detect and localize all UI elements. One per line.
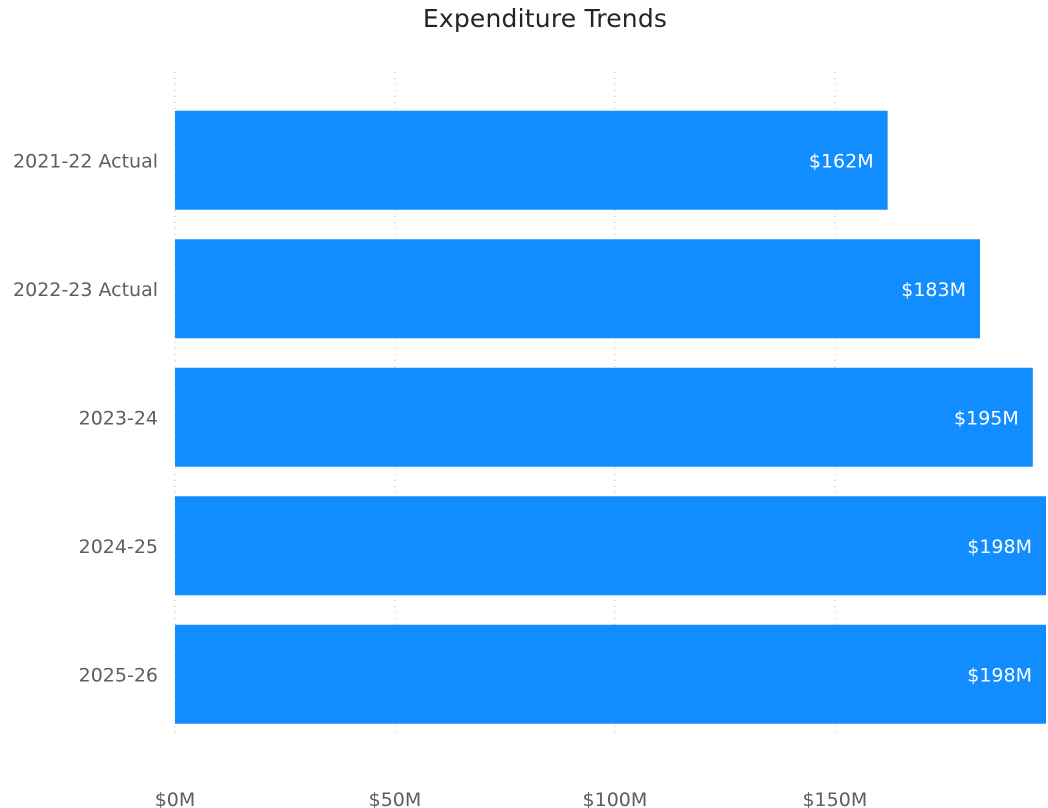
x-tick-label: $0M	[155, 789, 196, 808]
bar	[175, 239, 981, 339]
x-tick-label: $50M	[369, 789, 422, 808]
data-label: $198M	[967, 536, 1032, 558]
bar	[175, 367, 1033, 467]
category-label: 2023-24	[79, 407, 158, 429]
category-label: 2021-22 Actual	[13, 150, 158, 172]
category-label: 2024-25	[79, 536, 158, 558]
category-label: 2025-26	[79, 664, 158, 686]
category-labels: 2021-22 Actual 2022-23 Actual 2023-24 2024-…	[13, 150, 158, 686]
data-label: $183M	[901, 279, 966, 301]
bar	[175, 496, 1046, 596]
chart-title: Expenditure Trends	[422, 4, 668, 33]
x-tick-label: $100M	[583, 789, 648, 808]
data-label: $195M	[954, 407, 1019, 429]
bar	[175, 624, 1046, 724]
x-axis-tick-labels: $0M $50M $100M $150M	[155, 789, 868, 808]
category-label: 2022-23 Actual	[13, 279, 158, 301]
x-tick-label: $150M	[802, 789, 867, 808]
bars: $162M $183M $195M $198M $198M	[175, 110, 1046, 724]
bar	[175, 110, 888, 210]
data-label: $162M	[809, 150, 874, 172]
data-label: $198M	[967, 664, 1032, 686]
